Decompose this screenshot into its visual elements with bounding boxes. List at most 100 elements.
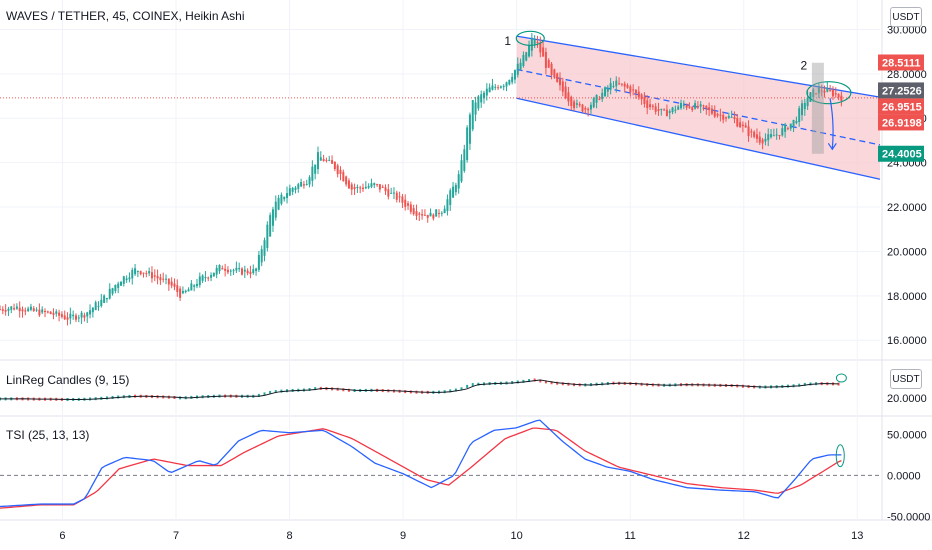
candle-body — [235, 267, 238, 271]
candle-body — [108, 288, 111, 299]
candle-body — [710, 108, 713, 114]
candle-body — [840, 95, 843, 101]
candle-body — [713, 111, 716, 117]
linreg-candle — [257, 393, 260, 397]
candle-body — [609, 83, 612, 90]
candle-body — [736, 118, 739, 127]
linreg-candle — [274, 390, 277, 394]
candle-body — [198, 276, 201, 286]
candle-body — [131, 269, 134, 279]
candle-body — [381, 186, 384, 188]
candle-body — [409, 204, 412, 212]
candle-body — [423, 214, 426, 216]
annotation-circle-tsi[interactable] — [835, 444, 845, 468]
candle-body — [660, 108, 663, 111]
candle-body — [533, 39, 536, 45]
candle-body — [13, 308, 16, 310]
channel-upper-line[interactable] — [516, 35, 881, 98]
y-tick-label: 18.0000 — [887, 291, 927, 303]
candle-body — [280, 194, 283, 204]
candle-body — [468, 114, 471, 144]
hand-drawn-annotations[interactable]: 12 — [504, 30, 852, 468]
candle-body — [460, 160, 463, 182]
candle-body — [626, 85, 629, 88]
candle-body — [432, 214, 435, 219]
linreg-candle — [347, 388, 350, 392]
candle-body — [488, 87, 491, 93]
candle-body — [226, 269, 229, 273]
candle-body — [542, 47, 545, 57]
candle-body — [604, 87, 607, 96]
channel-lower-line[interactable] — [516, 97, 881, 180]
candle-body — [80, 312, 83, 318]
candle-body — [111, 288, 114, 294]
linreg-candle — [460, 387, 463, 391]
annotation-circle-2[interactable] — [806, 81, 852, 105]
currency-unit-button-linreg[interactable]: USDT — [890, 369, 922, 389]
candle-body — [27, 308, 30, 311]
candle-body — [595, 94, 598, 103]
candle-body — [134, 268, 137, 275]
candle-body — [691, 107, 694, 111]
regression-channel[interactable] — [0, 35, 881, 180]
candle-body — [665, 109, 668, 117]
candle-body — [373, 183, 376, 186]
price-badge-text: 24.4005 — [882, 149, 922, 161]
candle-body — [7, 308, 10, 311]
candle-body — [826, 88, 829, 92]
candle-body — [21, 309, 24, 312]
candle-body — [649, 104, 652, 108]
candle-body — [114, 284, 117, 291]
candle-body — [592, 98, 595, 108]
candle-body — [249, 271, 252, 275]
candle-body — [331, 160, 334, 164]
linreg-candle — [798, 383, 801, 387]
projection-box[interactable] — [811, 62, 824, 154]
currency-unit-button-main[interactable]: USDT — [890, 7, 922, 27]
candle-body — [97, 305, 100, 307]
candle-body — [823, 90, 826, 93]
linreg-candle — [528, 379, 531, 383]
candle-body — [522, 54, 525, 67]
candle-body — [831, 90, 834, 97]
candle-body — [350, 184, 353, 190]
candle-body — [269, 215, 272, 237]
candle-body — [722, 114, 725, 120]
candle-body — [384, 187, 387, 192]
candle-body — [727, 116, 730, 118]
annotation-circle-1[interactable] — [515, 30, 545, 46]
candle-body — [767, 134, 770, 141]
annotation-circle-linreg[interactable] — [835, 373, 847, 383]
candle-body — [15, 306, 18, 309]
y-tick-label: 22.0000 — [887, 202, 927, 214]
projection-arrow[interactable] — [827, 98, 837, 151]
candle-body — [35, 309, 38, 311]
candle-body — [519, 62, 522, 70]
linreg-candle — [522, 379, 525, 383]
candle-body — [584, 108, 587, 110]
candle-body — [72, 314, 75, 317]
linreg-y-tick-label: 20.0000 — [887, 393, 927, 405]
candle-body — [637, 91, 640, 98]
candle-body — [677, 106, 680, 110]
candle-body — [775, 134, 778, 136]
candle-body — [316, 152, 319, 170]
candle-body — [184, 290, 187, 293]
candle-body — [798, 108, 801, 123]
candle-body — [716, 113, 719, 116]
candle-body — [770, 134, 773, 138]
price-badge — [878, 54, 924, 71]
candle-body — [378, 184, 381, 190]
candle-body — [587, 108, 590, 111]
candle-body — [359, 187, 362, 189]
candle-body — [601, 92, 604, 100]
candle-body — [91, 307, 94, 313]
price-badge — [878, 145, 924, 162]
candle-body — [508, 79, 511, 85]
tsi-y-tick-label: 50.0000 — [887, 429, 927, 441]
candle-body — [204, 277, 207, 279]
candle-body — [165, 278, 168, 280]
candle-body — [215, 267, 218, 275]
price-badge — [878, 114, 924, 131]
